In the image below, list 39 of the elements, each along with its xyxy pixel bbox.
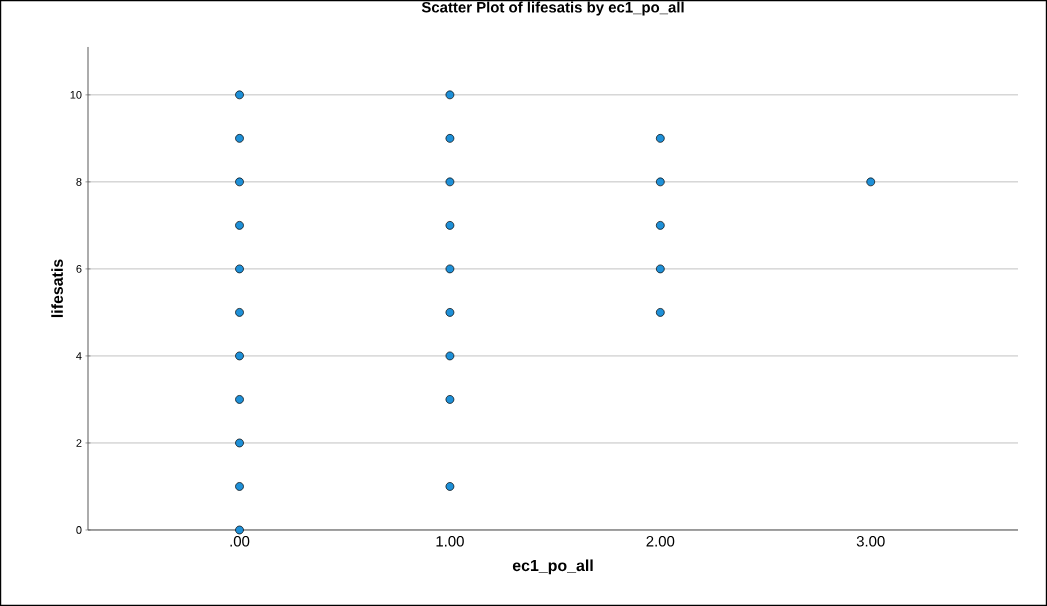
point: [235, 90, 244, 100]
point: [655, 264, 665, 274]
y-tick-label: 10: [70, 90, 82, 99]
y-tick-label: 0: [76, 526, 82, 534]
point: [445, 134, 455, 143]
point: [866, 177, 876, 187]
chart-title: Scatter Plot of lifesatis by ec1_po_all: [421, 1, 684, 16]
point: [235, 395, 244, 404]
point: [235, 177, 244, 187]
x-tick-label: 1.00: [436, 536, 464, 547]
point: [445, 221, 455, 230]
point: [655, 134, 665, 143]
y-axis-title: lifesatis: [51, 259, 63, 318]
point: [655, 308, 665, 317]
y-tick-label: 8: [76, 178, 82, 186]
point: [235, 525, 244, 535]
y-tick-label: 4: [76, 352, 82, 360]
point: [445, 90, 455, 100]
x-tick-label: 3.00: [856, 536, 885, 547]
point: [235, 308, 244, 317]
y-tick-label: 6: [76, 265, 82, 273]
point: [235, 438, 244, 448]
point: [445, 177, 455, 187]
x-tick-label: .00: [230, 536, 250, 547]
point: [445, 308, 455, 317]
point: [235, 264, 244, 274]
y-tick-label: 2: [76, 439, 82, 447]
point: [655, 221, 665, 230]
x-axis-title: ec1_po_all: [512, 559, 593, 575]
x-tick-label: 2.00: [646, 536, 675, 547]
point: [655, 177, 665, 187]
point: [235, 221, 244, 230]
point: [235, 134, 244, 143]
point: [445, 482, 455, 491]
point: [235, 482, 244, 491]
point: [235, 351, 244, 361]
point: [445, 395, 455, 404]
point: [445, 264, 455, 274]
point: [445, 351, 455, 361]
